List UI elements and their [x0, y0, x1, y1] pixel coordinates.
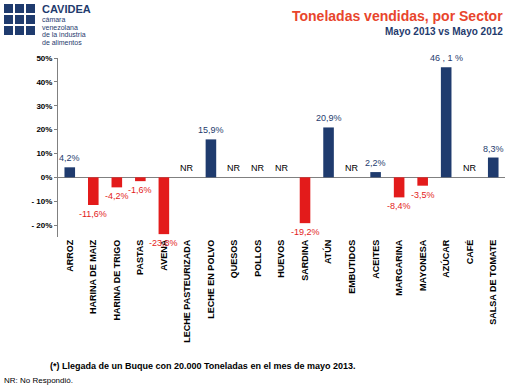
svg-text:-1,6%: -1,6%: [128, 185, 152, 195]
svg-text:HARINA DE TRIGO: HARINA DE TRIGO: [112, 240, 122, 321]
svg-text:-4,2%: -4,2%: [105, 191, 129, 201]
svg-text:NR: NR: [180, 163, 193, 173]
svg-text:de alimentos: de alimentos: [42, 39, 82, 46]
svg-text:HARINA DE MAIZ: HARINA DE MAIZ: [88, 239, 98, 314]
svg-text:NR: NR: [463, 163, 476, 173]
svg-text:20%: 20%: [36, 125, 52, 134]
svg-text:EMBUTIDOS: EMBUTIDOS: [347, 240, 357, 294]
svg-text:NR: NR: [251, 163, 264, 173]
svg-text:MAYONESA: MAYONESA: [418, 239, 428, 291]
svg-text:- 10%: - 10%: [31, 197, 52, 206]
svg-text:46 , 1 %: 46 , 1 %: [430, 53, 463, 63]
svg-text:SALSA DE TOMATE: SALSA DE TOMATE: [488, 240, 498, 325]
svg-text:- 20%: - 20%: [31, 221, 52, 230]
svg-text:15,9%: 15,9%: [198, 125, 224, 135]
svg-text:8,3%: 8,3%: [483, 144, 504, 154]
svg-text:-19,2%: -19,2%: [291, 227, 320, 237]
svg-text:Mayo 2013 vs Mayo 2012: Mayo 2013 vs Mayo 2012: [385, 26, 503, 37]
svg-text:AVENA: AVENA: [159, 239, 169, 270]
svg-text:0%: 0%: [41, 173, 53, 182]
svg-text:POLLOS: POLLOS: [253, 240, 263, 277]
svg-text:NR: NR: [275, 163, 288, 173]
svg-text:50%: 50%: [36, 54, 52, 63]
svg-text:HUEVOS: HUEVOS: [276, 240, 286, 278]
svg-text:-23,8%: -23,8%: [149, 238, 178, 248]
svg-text:venezolana: venezolana: [42, 24, 78, 31]
svg-text:Toneladas vendidas, por Sector: Toneladas vendidas, por Sector: [292, 8, 503, 24]
svg-text:30%: 30%: [36, 102, 52, 111]
svg-text:-11,6%: -11,6%: [79, 209, 107, 219]
svg-text:ATÚN: ATÚN: [322, 240, 333, 264]
svg-text:20,9%: 20,9%: [316, 113, 342, 123]
svg-text:4,2%: 4,2%: [59, 153, 80, 163]
svg-text:-8,4%: -8,4%: [387, 201, 411, 211]
svg-text:(*) Llegada de un Buque con 20: (*) Llegada de un Buque con 20.000 Tonel…: [50, 361, 355, 371]
svg-text:CAFÉ: CAFÉ: [465, 240, 475, 265]
svg-text:PASTAS: PASTAS: [135, 240, 145, 275]
svg-text:10%: 10%: [36, 149, 52, 158]
svg-text:NR: NR: [345, 163, 358, 173]
svg-text:QUESOS: QUESOS: [229, 240, 239, 279]
svg-text:ARROZ: ARROZ: [65, 239, 75, 271]
svg-text:AZÚCAR: AZÚCAR: [440, 239, 451, 277]
svg-text:LECHE EN POLVO: LECHE EN POLVO: [206, 240, 216, 319]
svg-text:CAVIDEA: CAVIDEA: [42, 3, 91, 15]
svg-text:NR: NR: [227, 163, 240, 173]
svg-text:NR: No Respondió.: NR: No Respondió.: [4, 376, 73, 385]
svg-text:2,2%: 2,2%: [365, 158, 386, 168]
svg-text:ACEITES: ACEITES: [371, 240, 381, 279]
svg-text:40%: 40%: [36, 78, 52, 87]
svg-text:-3,5%: -3,5%: [411, 190, 435, 200]
svg-text:MARGARINA: MARGARINA: [394, 239, 404, 295]
svg-text:cámara: cámara: [42, 16, 65, 23]
svg-text:de la industria: de la industria: [42, 31, 86, 38]
svg-text:SARDINA: SARDINA: [300, 239, 310, 281]
svg-text:LECHE PASTEURIZADA: LECHE PASTEURIZADA: [182, 239, 192, 342]
